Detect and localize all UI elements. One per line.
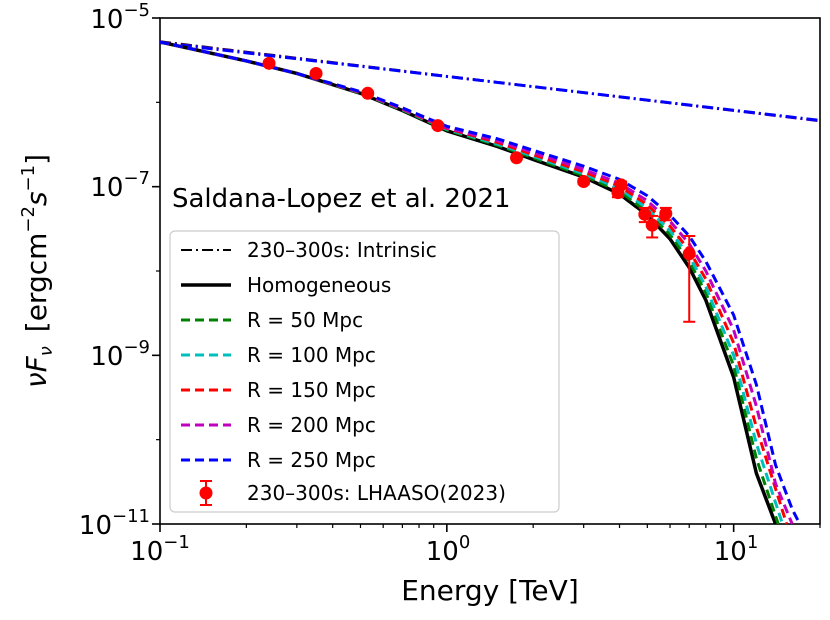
y-tick-label-2: 10−7 [90,168,150,203]
legend-label-r250: R = 250 Mpc [247,448,376,472]
x-tick-label-0: 10−1 [130,532,190,567]
y-tick-label-3: 10−5 [90,0,150,35]
y-tick-label-1: 10−9 [90,337,150,372]
data-point-11 [682,235,696,323]
legend: 230–300s: Intrinsic Homogeneous R = 50 M… [169,230,560,513]
data-point-4 [510,151,524,165]
legend-label-r150: R = 150 Mpc [247,378,376,402]
series-line-7 [160,40,794,524]
data-point-0 [262,56,276,70]
legend-label-r200: R = 200 Mpc [247,413,376,437]
y-axis-title: νFν[ergcm−2s−1] [18,154,57,388]
x-tick-label-1: 100 [426,532,471,567]
legend-label-r50: R = 50 Mpc [247,308,363,332]
tick-marks [152,17,821,532]
data-point-7 [614,178,628,192]
data-point-2 [361,86,375,100]
legend-label-homogeneous: Homogeneous [247,273,391,297]
legend-swatch-lhaaso [199,480,213,506]
data-point-1 [309,66,323,80]
legend-label-intrinsic: 230–300s: Intrinsic [247,238,437,262]
series-line-2 [160,41,820,122]
x-tick-label-2: 101 [714,532,759,567]
legend-label-r100: R = 100 Mpc [247,343,376,367]
x-axis-title: Energy [TeV] [401,574,579,607]
data-point-5 [577,175,591,189]
data-point-3 [431,119,445,133]
data-point-9 [645,214,659,239]
data-point-10 [659,206,673,222]
reference-annotation: Saldana-Lopez et al. 2021 [172,184,511,214]
legend-box [169,230,560,513]
y-tick-label-0: 10−11 [79,506,150,541]
errorbar-points [262,56,696,323]
legend-label-lhaaso: 230–300s: LHAASO(2023) [247,481,506,505]
